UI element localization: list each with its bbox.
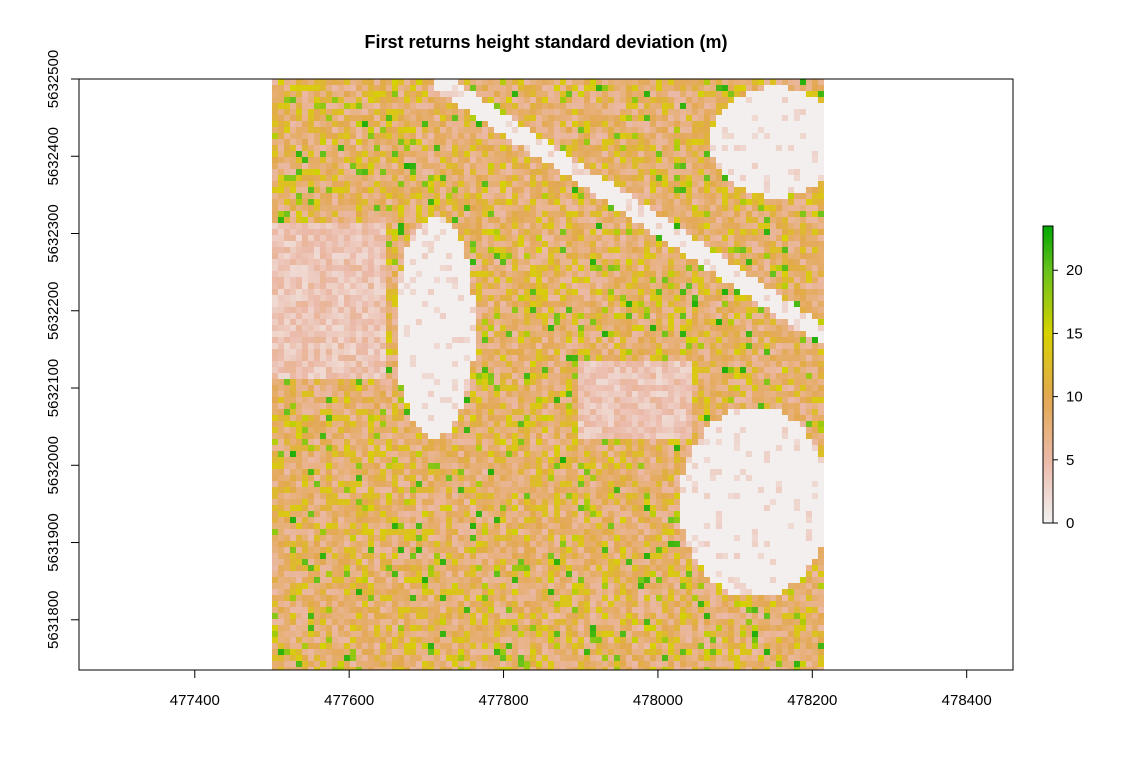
colorbar-tick-label: 20 [1066,262,1083,279]
x-tick-label: 478200 [787,692,837,709]
colorbar-tick-label: 5 [1066,452,1074,469]
x-tick-label: 477400 [170,692,220,709]
y-tick-label: 5632200 [45,282,62,340]
x-axis: 477400 477600 477800 478000 478200 478400 [170,669,992,709]
x-tick-label: 478400 [942,692,992,709]
colorbar-tick-label: 15 [1066,325,1083,342]
y-tick-label: 5631800 [45,591,62,649]
y-tick-label: 5632400 [45,127,62,185]
y-tick-label: 5632100 [45,359,62,417]
colorbar-legend: 0 5 10 15 20 [1042,225,1083,532]
colorbar-tick-label: 0 [1066,515,1074,532]
x-tick-label: 478000 [633,692,683,709]
colorbar-ramp [1042,225,1054,524]
y-tick-label: 5632000 [45,436,62,494]
y-tick-label: 5631900 [45,513,62,571]
x-tick-label: 477600 [324,692,374,709]
y-tick-label: 5632500 [45,50,62,108]
x-tick-label: 477800 [479,692,529,709]
colorbar-tick-label: 10 [1066,389,1083,406]
y-axis: 5631800 5631900 5632000 5632100 5632200 56323… [45,50,79,649]
raster-layer [271,79,824,670]
y-tick-label: 5632300 [45,204,62,262]
chart-title: First returns height standard deviation … [364,32,727,52]
